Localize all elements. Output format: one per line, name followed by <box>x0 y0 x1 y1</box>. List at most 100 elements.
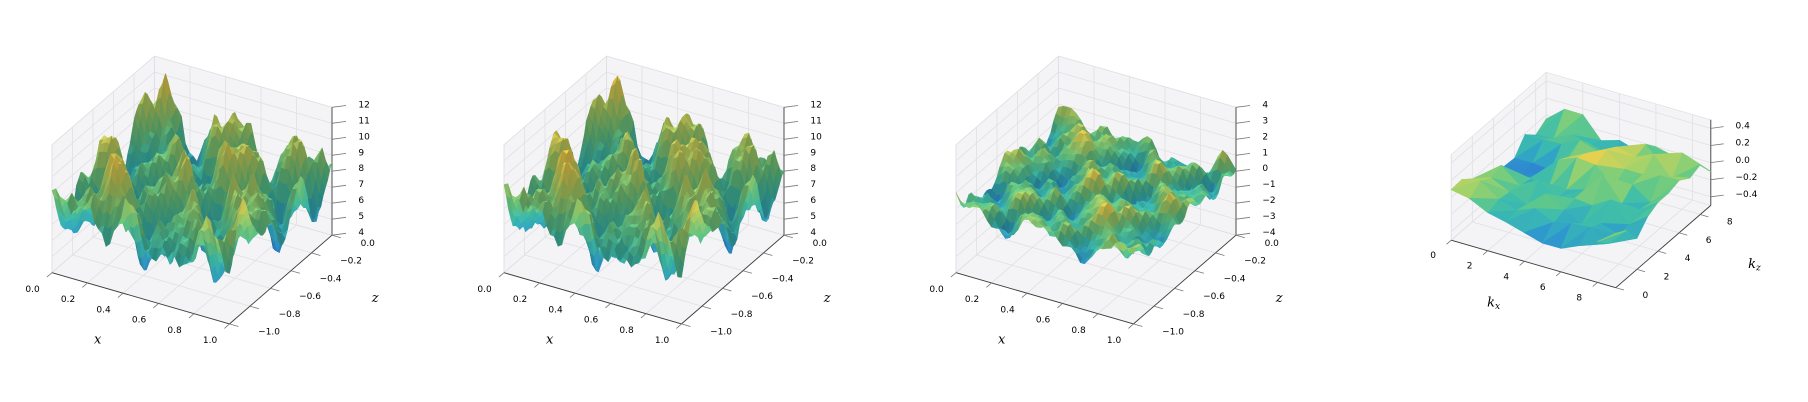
x-tick-label: 0.8 <box>619 326 634 336</box>
y-tick-label: −0.2 <box>340 257 362 267</box>
x-axis-label: x <box>998 333 1006 348</box>
y-tick-label: −0.2 <box>1244 257 1266 267</box>
y-tick-label: 8 <box>1727 218 1733 228</box>
z-tick-label: 0.4 <box>1736 122 1751 132</box>
y-tick-label: 0 <box>1643 291 1649 301</box>
x-tick-label: 4 <box>1503 272 1509 282</box>
surface-plot-panel-3: 0.0 0.2 0.4 0.6 0.8 1.0 0.0 −0.2 −0.4 −0.6 −0.8 −1.… <box>929 55 1283 348</box>
y-tick-label: −0.8 <box>279 310 301 320</box>
y-tick-label: −0.4 <box>320 274 342 284</box>
tick-and-labels: 0.0 0.2 0.4 0.6 0.8 1.0 0.0 −0.2 −0.4 −0.6 −0.8 −1.… <box>477 100 830 347</box>
z-tick-label: −0.4 <box>1736 190 1758 200</box>
x-tick-label: 0.0 <box>25 285 40 295</box>
z-tick-label: 3 <box>1262 116 1268 126</box>
x-axis-label: x <box>94 333 102 348</box>
y-tick-label: −1.0 <box>258 328 280 338</box>
z-tick-label: 4 <box>810 228 816 238</box>
surface-plot-panel-1: 0.0 0.2 0.4 0.6 0.8 1.0 0.0 −0.2 −0.4 −0.6 −0.8 −1.… <box>25 55 379 348</box>
surface-plot-panel-2: 0.0 0.2 0.4 0.6 0.8 1.0 0.0 −0.2 −0.4 −0.6 −0.8 −1.… <box>477 55 831 348</box>
x-tick-label: 0.4 <box>96 305 111 315</box>
y-axis-label: kz <box>1748 257 1761 274</box>
y-tick-label: 0.0 <box>361 239 376 249</box>
x-tick-label: 1.0 <box>1107 336 1122 346</box>
x-tick-label: 0.0 <box>477 285 492 295</box>
x-tick-label: 1.0 <box>655 336 670 346</box>
y-tick-label: −0.8 <box>1183 310 1205 320</box>
y-tick-label: 4 <box>1685 254 1691 264</box>
x-tick-label: 0.8 <box>1071 326 1086 336</box>
surface-plot-panel-4: 0 2 4 6 8 0 2 4 6 8 0.4 0.2 0.0 −0.2 −0.4 kx kz <box>1430 71 1761 312</box>
z-tick-label: 1 <box>1262 148 1268 158</box>
y-tick-label: −1.0 <box>710 328 732 338</box>
z-tick-label: 12 <box>358 100 369 110</box>
z-tick-label: 2 <box>1262 132 1268 142</box>
x-tick-label: 6 <box>1540 283 1546 293</box>
z-tick-label: 6 <box>358 196 364 206</box>
axis-lines <box>503 107 785 325</box>
z-tick-label: 8 <box>810 164 816 174</box>
z-tick-label: −4 <box>1262 228 1276 238</box>
surface-mesh <box>503 75 785 281</box>
z-tick-label: 6 <box>810 196 816 206</box>
z-tick-label: 10 <box>810 132 822 142</box>
y-tick-label: −0.6 <box>1203 292 1225 302</box>
tick-and-labels: 0.0 0.2 0.4 0.6 0.8 1.0 0.0 −0.2 −0.4 −0.6 −0.8 −1.… <box>929 100 1282 347</box>
y-tick-label: −1.0 <box>1162 328 1184 338</box>
z-tick-label: −3 <box>1262 212 1275 222</box>
z-tick-label: 11 <box>358 116 369 126</box>
z-tick-label: 9 <box>358 148 364 158</box>
z-tick-label: −2 <box>1262 196 1275 206</box>
y-tick-label: −0.8 <box>731 310 753 320</box>
y-tick-label: −0.6 <box>751 292 773 302</box>
x-tick-label: 0.2 <box>61 295 75 305</box>
x-tick-label: 1.0 <box>203 336 218 346</box>
z-tick-label: 4 <box>358 228 364 238</box>
x-tick-label: 0.6 <box>584 316 599 326</box>
x-axis-label: x <box>546 333 554 348</box>
z-tick-label: 9 <box>810 148 816 158</box>
y-tick-label: 0.0 <box>813 239 828 249</box>
x-axis-label: kx <box>1487 296 1500 313</box>
z-tick-label: 5 <box>810 212 816 222</box>
surface-mesh <box>1450 108 1712 249</box>
tick-and-labels: 0 2 4 6 8 0 2 4 6 8 0.4 0.2 0.0 −0.2 −0.4 kx kz <box>1430 122 1761 312</box>
z-tick-label: 0.0 <box>1736 156 1751 166</box>
x-tick-label: 0 <box>1430 251 1436 261</box>
y-tick-label: 2 <box>1664 273 1670 283</box>
y-tick-label: −0.2 <box>792 257 814 267</box>
z-tick-label: 0 <box>1262 164 1268 174</box>
x-tick-label: 0.6 <box>1036 316 1051 326</box>
z-tick-label: 4 <box>1262 100 1268 110</box>
x-tick-label: 0.2 <box>513 295 527 305</box>
y-axis-label: z <box>1275 291 1283 306</box>
y-tick-label: −0.4 <box>772 274 794 284</box>
x-tick-label: 8 <box>1576 293 1582 303</box>
surface-mesh <box>51 73 333 283</box>
axis-lines <box>51 107 333 325</box>
x-tick-label: 2 <box>1467 262 1473 272</box>
x-tick-label: 0.4 <box>1000 305 1015 315</box>
z-tick-label: 0.2 <box>1736 139 1750 149</box>
x-tick-label: 0.4 <box>548 305 563 315</box>
x-tick-label: 0.2 <box>965 295 979 305</box>
z-tick-label: 11 <box>810 116 821 126</box>
tick-and-labels: 0.0 0.2 0.4 0.6 0.8 1.0 0.0 −0.2 −0.4 −0.6 −0.8 −1.… <box>25 100 378 347</box>
x-tick-label: 0.0 <box>929 285 944 295</box>
z-tick-label: −0.2 <box>1736 173 1758 183</box>
y-tick-label: −0.6 <box>299 292 321 302</box>
y-tick-label: −0.4 <box>1224 274 1246 284</box>
z-tick-label: 7 <box>810 180 816 190</box>
z-tick-label: 12 <box>810 100 821 110</box>
z-tick-label: 10 <box>358 132 370 142</box>
y-axis-label: z <box>371 291 379 306</box>
x-tick-label: 0.6 <box>132 316 147 326</box>
axis-lines <box>955 107 1237 325</box>
z-tick-label: 7 <box>358 180 364 190</box>
y-axis-label: z <box>823 291 831 306</box>
z-tick-label: −1 <box>1262 180 1275 190</box>
z-tick-label: 8 <box>358 164 364 174</box>
y-tick-label: 6 <box>1706 236 1712 246</box>
surface-mesh <box>955 105 1237 265</box>
z-tick-label: 5 <box>358 212 364 222</box>
